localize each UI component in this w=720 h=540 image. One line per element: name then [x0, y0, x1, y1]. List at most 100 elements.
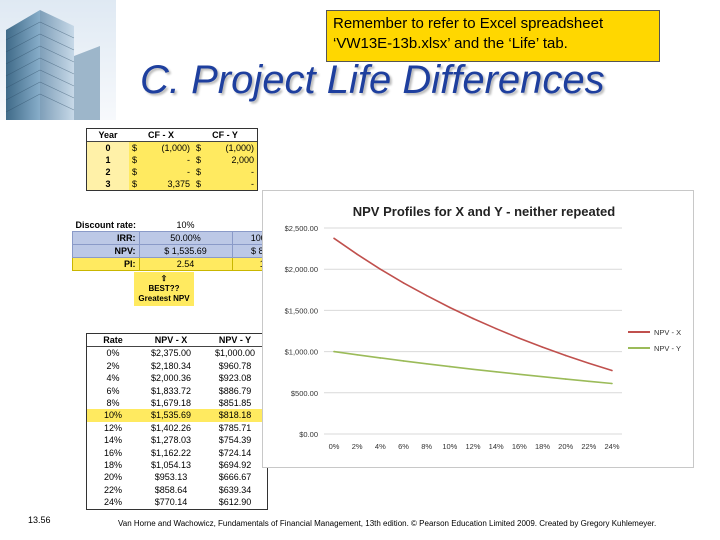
table-row: 3 $ 3,375 $ -: [87, 178, 257, 190]
data-point: [518, 373, 521, 376]
x-tick-label: 22%: [581, 442, 596, 451]
reminder-line-1: Remember to refer to Excel spreadsheet: [333, 15, 604, 32]
cf-year: 1: [87, 154, 129, 166]
rate-cell: 24%: [103, 497, 122, 508]
x-tick-label: 0%: [329, 442, 340, 451]
data-point: [449, 365, 451, 368]
cf-currency: $: [129, 141, 143, 154]
npv-x-cell: $770.14: [154, 497, 188, 508]
npv-x-cell: $1,402.26: [150, 422, 192, 433]
building-photo: [0, 0, 116, 120]
rate-cell: 6%: [106, 385, 120, 396]
npv-y-cell: $1,000.00: [214, 348, 256, 359]
table-row: 1 $ - $ 2,000: [87, 154, 257, 166]
cf-x-value: -: [143, 154, 193, 166]
rate-cell: 2%: [106, 360, 120, 371]
table-row: 24% $770.14 $612.90: [87, 496, 267, 508]
cf-y-value: -: [207, 166, 257, 178]
rate-header: Rate: [87, 334, 139, 348]
cf-y-value: -: [207, 178, 257, 190]
slide-title: C. Project Life Differences: [140, 58, 605, 102]
data-point: [379, 357, 382, 359]
npv-x-cell: $2,180.34: [150, 360, 192, 371]
rate-cell: 4%: [106, 373, 120, 384]
y-tick-label: $500.00: [291, 389, 318, 398]
best-callout: ⇧ BEST?? Greatest NPV: [134, 272, 194, 306]
cf-currency: $: [129, 178, 143, 190]
table-row: 0% $2,375.00 $1,000.00: [87, 347, 267, 360]
data-point: [333, 237, 335, 240]
data-point: [402, 282, 405, 284]
npv-x-cell: $1,278.03: [150, 435, 192, 446]
npv-x-value: $ 1,535.69: [138, 244, 233, 258]
data-point: [472, 368, 474, 371]
y-tick-label: $0.00: [299, 430, 318, 439]
data-point: [518, 337, 521, 340]
data-point: [588, 362, 590, 365]
up-arrow-icon: ⇧: [160, 274, 168, 283]
rate-cell: 0%: [106, 348, 120, 359]
cf-currency: $: [193, 154, 207, 166]
npv-profile-chart: NPV Profiles for X and Y - neither repea…: [262, 190, 694, 468]
npv-y-cell: $612.90: [218, 497, 252, 508]
table-row: 8% $1,679.18 $851.85: [87, 397, 267, 409]
irr-label: IRR:: [72, 231, 140, 245]
npv-x-cell: $2,000.36: [150, 373, 192, 384]
cash-flow-header-year: Year: [87, 129, 129, 142]
data-point: [402, 360, 405, 362]
data-point: [611, 369, 613, 372]
x-tick-label: 24%: [604, 442, 619, 451]
table-row-highlighted: 10% $1,535.69 $818.18: [87, 409, 267, 422]
y-tick-label: $2,000.00: [285, 265, 318, 274]
x-tick-label: 6%: [398, 442, 409, 451]
table-row: 18% $1,054.13 $694.92: [87, 459, 267, 471]
data-point: [356, 354, 358, 356]
cf-x-value: 3,375: [143, 178, 193, 190]
npv-label: NPV:: [72, 244, 140, 258]
cf-year: 0: [87, 141, 129, 154]
chart-frame: [262, 190, 694, 468]
npv-rate-table: Rate NPV - X NPV - Y 0% $2,375.00 $1,000.0…: [86, 333, 268, 510]
slide-number: 13.56: [28, 515, 51, 525]
data-point: [449, 306, 451, 309]
rate-cell: 14%: [103, 435, 122, 446]
discount-rate-label: Discount rate:: [75, 220, 137, 230]
cf-currency: $: [129, 166, 143, 178]
npv-y-cell: $724.14: [218, 447, 252, 458]
rate-cell: 22%: [103, 484, 122, 495]
greatest-npv-label: Greatest NPV: [138, 294, 190, 303]
table-row: 22% $858.64 $639.34: [87, 484, 267, 496]
y-tick-label: $2,500.00: [285, 224, 318, 233]
x-tick-label: 14%: [489, 442, 504, 451]
data-point: [425, 294, 428, 297]
rate-cell: 8%: [106, 398, 120, 409]
chart-title: NPV Profiles for X and Y - neither repea…: [353, 204, 616, 219]
cf-currency: $: [193, 178, 207, 190]
data-point: [472, 317, 474, 320]
reminder-note: Remember to refer to Excel spreadsheet ‘…: [326, 10, 660, 62]
npv-x-cell: $1,679.18: [150, 398, 192, 409]
table-row: 12% $1,402.26 $785.71: [87, 422, 267, 434]
npv-x-cell: $1,833.72: [150, 385, 192, 396]
npv-y-cell: $666.67: [218, 472, 252, 483]
npv-x-cell: $1,054.13: [150, 460, 192, 471]
npv-y-cell: $785.71: [218, 422, 252, 433]
rate-cell: 10%: [87, 409, 139, 422]
npv-y-cell: $639.34: [218, 484, 252, 495]
x-tick-label: 16%: [512, 442, 527, 451]
cf-x-value: -: [143, 166, 193, 178]
x-tick-label: 8%: [421, 442, 432, 451]
npv-y-cell: $818.18: [203, 409, 267, 422]
data-point: [495, 327, 497, 330]
cash-flow-header-y: CF - Y: [193, 129, 257, 142]
y-tick-label: $1,000.00: [285, 348, 318, 357]
data-point: [495, 371, 497, 373]
discount-rate-value: 10%: [176, 220, 195, 230]
data-point: [541, 375, 544, 378]
cf-year: 3: [87, 178, 129, 190]
npv-x-cell: $2,375.00: [150, 348, 192, 359]
cf-y-value: (1,000): [207, 141, 257, 154]
cf-year: 2: [87, 166, 129, 178]
cf-currency: $: [193, 141, 207, 154]
cash-flow-table: Year CF - X CF - Y 0 $ (1,000) $ (1,000)…: [86, 128, 258, 191]
